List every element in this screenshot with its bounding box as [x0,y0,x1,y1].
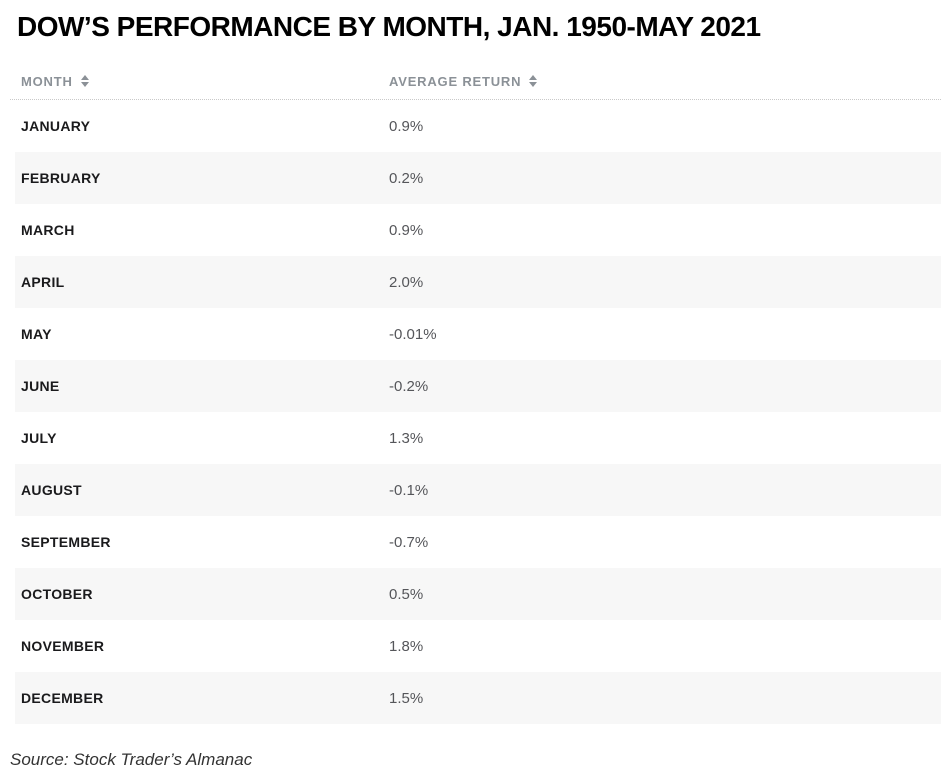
table-body: JANUARY 0.9% FEBRUARY 0.2% MARCH 0.9% AP… [15,100,941,724]
return-cell: 2.0% [389,273,424,291]
sort-down-arrow-icon [529,82,538,87]
month-cell: NOVEMBER [21,638,105,654]
table-header-row: MONTH AVERAGE RETURN [10,63,941,100]
table-row: MARCH 0.9% [15,204,941,256]
sort-icon[interactable] [529,75,538,87]
table-row: OCTOBER 0.5% [15,568,941,620]
table-row: AUGUST -0.1% [15,464,941,516]
sort-up-arrow-icon [80,75,89,80]
page: DOW’S PERFORMANCE BY MONTH, JAN. 1950-MA… [0,11,947,777]
sort-down-arrow-icon [80,82,89,87]
month-cell: MAY [21,326,52,342]
month-cell: JANUARY [21,118,91,134]
column-header-average-return-label: AVERAGE RETURN [389,73,522,89]
return-cell: 0.9% [389,221,424,239]
column-header-month[interactable]: MONTH [21,74,389,89]
return-cell: 0.9% [389,117,424,135]
return-cell: 1.3% [389,429,424,447]
table-row: DECEMBER 1.5% [15,672,941,724]
table-row: JUNE -0.2% [15,360,941,412]
table-row: FEBRUARY 0.2% [15,152,941,204]
return-cell: 1.5% [389,689,424,707]
month-cell: JUNE [21,378,60,394]
month-cell: SEPTEMBER [21,534,111,550]
sort-icon[interactable] [80,75,89,87]
return-cell: 0.2% [389,169,424,187]
performance-table: MONTH AVERAGE RETURN JANUARY 0.9% F [10,63,941,724]
table-row: MAY -0.01% [15,308,941,360]
return-cell: -0.01% [389,325,437,343]
month-cell: JULY [21,430,57,446]
sort-up-arrow-icon [529,75,538,80]
table-row: APRIL 2.0% [15,256,941,308]
return-cell: 0.5% [389,585,424,603]
return-cell: -0.7% [389,533,429,551]
table-row: JANUARY 0.9% [15,100,941,152]
return-cell: -0.2% [389,377,429,395]
month-cell: APRIL [21,274,65,290]
month-cell: OCTOBER [21,586,93,602]
table-row: JULY 1.3% [15,412,941,464]
table-row: NOVEMBER 1.8% [15,620,941,672]
return-cell: 1.8% [389,637,424,655]
page-title: DOW’S PERFORMANCE BY MONTH, JAN. 1950-MA… [17,11,761,42]
return-cell: -0.1% [389,481,429,499]
column-header-average-return[interactable]: AVERAGE RETURN [389,73,538,89]
source-note: Source: Stock Trader’s Almanac [10,750,253,769]
column-header-month-label: MONTH [21,73,73,89]
month-cell: DECEMBER [21,690,104,706]
month-cell: AUGUST [21,482,82,498]
month-cell: MARCH [21,222,75,238]
table-row: SEPTEMBER -0.7% [15,516,941,568]
month-cell: FEBRUARY [21,170,101,186]
